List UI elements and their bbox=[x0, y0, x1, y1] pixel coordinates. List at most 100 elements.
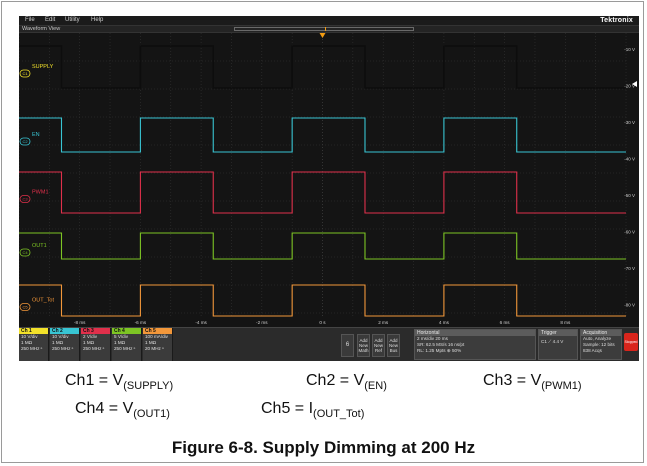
right-scale-label: -70 V bbox=[624, 266, 635, 271]
channel-label: PWM1 bbox=[32, 190, 49, 196]
right-scale-label: -30 V bbox=[624, 120, 635, 125]
trigger-title: Trigger bbox=[539, 330, 577, 336]
acquisition-line: Sample: 12 bits bbox=[583, 342, 615, 347]
channel-marker-c3[interactable] bbox=[19, 195, 31, 203]
legend-ch5: Ch5 = I(OUT_Tot) bbox=[261, 400, 364, 420]
channel-badge-line: 100 mA/div bbox=[145, 334, 168, 339]
channel-badge-line: 10 V/div bbox=[52, 334, 69, 339]
channel-badge-1[interactable]: Ch 1 10 V/div 1 MΩ 250 MHz ⁿ bbox=[19, 328, 49, 361]
channel-badge-line: 250 MHz ⁿ bbox=[114, 346, 136, 351]
channel-marker-c1[interactable] bbox=[19, 69, 31, 78]
menu-file[interactable]: File bbox=[25, 17, 35, 23]
horizontal-panel[interactable]: Horizontal 2 ms/div 20 ms SR: 62.5 MS/s … bbox=[414, 329, 536, 360]
stop-button[interactable]: Stopped bbox=[624, 333, 638, 351]
channel-badge-title: Ch 3 bbox=[81, 328, 110, 334]
channel-badge-line: 1 MΩ bbox=[114, 340, 126, 345]
record-overview[interactable] bbox=[234, 27, 414, 31]
acquisition-line: 838 Acqs bbox=[583, 348, 602, 353]
channel-badge-line: 1 MΩ bbox=[52, 340, 64, 345]
channel-badge-line: 1 MΩ bbox=[21, 340, 33, 345]
legend-ch4-text: Ch4 = V bbox=[75, 400, 134, 417]
time-axis-label: 2 ms bbox=[378, 320, 389, 325]
right-scale-label: -50 V bbox=[624, 193, 635, 198]
add-math-button[interactable]: Add New Math bbox=[357, 334, 370, 357]
channel-badge-line: 5 V/div bbox=[114, 334, 129, 339]
legend-ch3: Ch3 = V(PWM1) bbox=[483, 372, 582, 392]
right-scale-label: -20 V bbox=[624, 84, 635, 89]
waveform-view-title: Waveform View bbox=[22, 26, 61, 32]
menu-utility[interactable]: Utility bbox=[65, 17, 80, 23]
channel-marker-text: C3 bbox=[22, 197, 28, 202]
legend-ch3-sub: (PWM1) bbox=[541, 380, 582, 392]
horizontal-title: Horizontal bbox=[415, 330, 535, 336]
time-axis-label: 0 s bbox=[319, 320, 326, 325]
horizontal-line: SR: 62.5 MS/s 16 ns/pt bbox=[417, 342, 465, 347]
channel-badge-line: 250 MHz ⁿ bbox=[83, 346, 105, 351]
time-axis-label: 6 ms bbox=[500, 320, 511, 325]
channel-marker-text: C2 bbox=[22, 139, 28, 144]
acquisition-line: Auto, Analyze bbox=[583, 336, 612, 341]
right-scale-label: -10 V bbox=[624, 47, 635, 52]
menu-help[interactable]: Help bbox=[91, 17, 104, 23]
trigger-panel[interactable]: Trigger C1 ⟋ 4.4 V bbox=[538, 329, 578, 360]
horizontal-line: RL: 1.25 Mpts ⊕ 50% bbox=[417, 348, 462, 353]
legend-ch2-text: Ch2 = V bbox=[306, 372, 365, 389]
acquisition-title: Acquisition bbox=[581, 330, 621, 336]
channel-badge-title: Ch 5 bbox=[143, 328, 172, 334]
add-ref-button[interactable]: Add New Ref bbox=[372, 334, 385, 357]
channel-marker-text: C1 bbox=[22, 71, 28, 76]
channel-label: EN bbox=[32, 132, 40, 138]
channel-badge-2[interactable]: Ch 2 10 V/div 1 MΩ 250 MHz ⁿ bbox=[50, 328, 80, 361]
channel-badge-title: Ch 4 bbox=[112, 328, 141, 334]
add-bus-button[interactable]: Add New Bus bbox=[387, 334, 400, 357]
waveform-view-bar: Waveform View bbox=[19, 25, 639, 33]
legend-ch5-sub: (OUT_Tot) bbox=[313, 408, 365, 420]
trigger-position-marker[interactable] bbox=[325, 27, 326, 31]
menu-edit[interactable]: Edit bbox=[45, 17, 56, 23]
trace-c4 bbox=[19, 232, 626, 260]
channel-label: SUPPLY bbox=[32, 64, 54, 70]
legend-ch3-text: Ch3 = V bbox=[483, 372, 542, 389]
figure-caption: Figure 6-8. Supply Dimming at 200 Hz bbox=[171, 438, 476, 457]
channel-marker-c2[interactable] bbox=[19, 137, 31, 146]
trace-c2 bbox=[19, 117, 626, 153]
waveform-plot[interactable]: -10 V -20 V -30 V -40 V -50 V -60 V -70 V -80 V… bbox=[19, 33, 639, 327]
right-scale-label: -40 V bbox=[624, 157, 635, 162]
trigger-line: C1 ⟋ 4.4 V bbox=[541, 339, 564, 344]
trigger-marker-icon[interactable] bbox=[319, 33, 326, 38]
trigger-level-arrow-icon bbox=[632, 81, 637, 87]
page-number[interactable]: 6 bbox=[341, 334, 354, 357]
channel-badge-line: 2 V/div bbox=[83, 334, 98, 339]
channel-label: OUT_Tot bbox=[32, 298, 54, 304]
channel-marker-c4[interactable] bbox=[19, 248, 31, 257]
channel-badge-title: Ch 2 bbox=[50, 328, 79, 334]
time-axis-label: -8 ms bbox=[74, 320, 86, 325]
plot-background bbox=[19, 33, 639, 327]
tektronix-logo: Tektronix bbox=[600, 17, 633, 24]
legend-ch1-text: Ch1 = V bbox=[65, 372, 124, 389]
time-axis-label: -4 ms bbox=[195, 320, 207, 325]
legend-ch4-sub: (OUT1) bbox=[133, 408, 170, 420]
legend-ch5-text: Ch5 = I bbox=[261, 400, 314, 417]
menu-bar: File Edit Utility Help Tektronix bbox=[19, 16, 639, 25]
legend-ch4: Ch4 = V(OUT1) bbox=[75, 400, 170, 420]
acquisition-panel[interactable]: Acquisition Auto, Analyze Sample: 12 bits 8… bbox=[580, 329, 622, 360]
channel-badge-5[interactable]: Ch 5 100 mA/div 1 MΩ 20 MHz ⁿ bbox=[143, 328, 173, 361]
time-axis-label: -6 ms bbox=[135, 320, 147, 325]
channel-badge-title: Ch 1 bbox=[19, 328, 48, 334]
trace-c3 bbox=[19, 171, 626, 214]
channel-badge-line: 1 MΩ bbox=[83, 340, 95, 345]
time-axis-label: -2 ms bbox=[256, 320, 268, 325]
right-scale-label: -80 V bbox=[624, 303, 635, 308]
legend-ch2: Ch2 = V(EN) bbox=[306, 372, 387, 392]
channel-marker-text: C4 bbox=[22, 250, 28, 255]
channel-marker-c5[interactable] bbox=[19, 303, 31, 311]
trace-c5 bbox=[19, 284, 626, 317]
legend-ch1-sub: (SUPPLY) bbox=[123, 380, 174, 392]
channel-badge-line: 1 MΩ bbox=[145, 340, 157, 345]
channel-badge-line: 10 V/div bbox=[21, 334, 38, 339]
legend-ch2-sub: (EN) bbox=[364, 380, 387, 392]
